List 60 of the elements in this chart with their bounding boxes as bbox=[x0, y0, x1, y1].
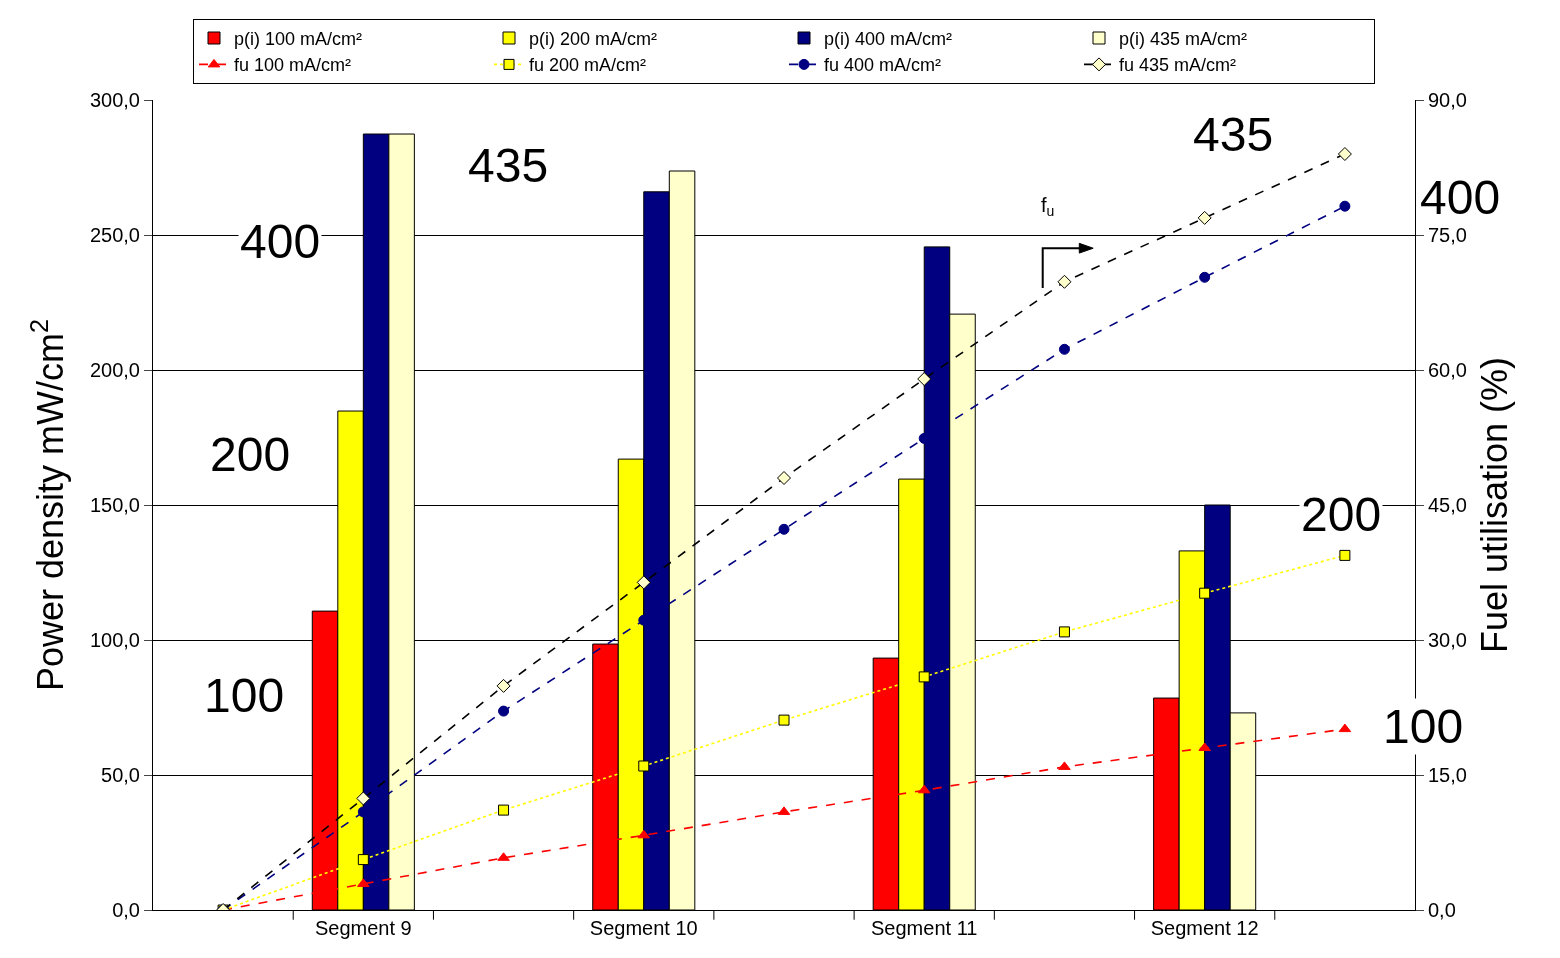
y-tick-label: 0,0 bbox=[112, 899, 140, 921]
y2-tick-label: 0,0 bbox=[1428, 899, 1456, 921]
point bbox=[638, 760, 650, 772]
y2-tick-label: 60,0 bbox=[1428, 359, 1467, 381]
annotation: 100 bbox=[1383, 700, 1464, 753]
y-tick-label: 100,0 bbox=[89, 629, 140, 651]
point bbox=[917, 784, 931, 794]
y2-tick-label: 30,0 bbox=[1428, 629, 1467, 651]
y-tick-label: 150,0 bbox=[89, 494, 140, 516]
annotation: 435 bbox=[468, 139, 549, 192]
annotation: 435 bbox=[1193, 108, 1274, 161]
y-tick-label: 50,0 bbox=[101, 764, 140, 786]
point bbox=[496, 678, 511, 693]
point bbox=[917, 372, 932, 386]
y-tick-label: 300,0 bbox=[89, 89, 140, 111]
annotation: 200 bbox=[210, 428, 291, 481]
point bbox=[1058, 343, 1070, 355]
legend-label: fu 100 mA/cm² bbox=[234, 55, 352, 76]
legend-label: p(i) 200 mA/cm² bbox=[529, 29, 658, 50]
point bbox=[1058, 626, 1070, 638]
y2-axis-title: Fuel utilisation (%) bbox=[1473, 356, 1515, 654]
point bbox=[1338, 723, 1352, 733]
y2-tick-label: 90,0 bbox=[1428, 89, 1467, 111]
point bbox=[357, 854, 369, 866]
point bbox=[356, 791, 371, 806]
legend-label: p(i) 435 mA/cm² bbox=[1119, 29, 1248, 50]
point bbox=[918, 671, 930, 683]
point bbox=[1339, 549, 1351, 561]
point bbox=[1197, 210, 1212, 225]
point bbox=[778, 523, 790, 535]
y2-tick-label: 45,0 bbox=[1428, 494, 1467, 516]
legend-label: p(i) 100 mA/cm² bbox=[234, 29, 363, 50]
point bbox=[636, 575, 651, 590]
point bbox=[498, 804, 510, 816]
text: 400 bbox=[1420, 171, 1501, 224]
y2-tick-label: 75,0 bbox=[1428, 224, 1467, 246]
point bbox=[637, 829, 651, 839]
x-tick-label: Segment 9 bbox=[314, 917, 412, 939]
legend-label: p(i) 400 mA/cm² bbox=[824, 29, 953, 50]
point bbox=[1339, 200, 1351, 212]
x-tick-label: Segment 11 bbox=[871, 917, 978, 939]
x-tick-label: Segment 10 bbox=[589, 917, 698, 939]
annotation: 400 bbox=[240, 215, 321, 268]
legend-label: fu 400 mA/cm² bbox=[824, 55, 942, 76]
point bbox=[1057, 274, 1072, 289]
y-tick-label: 200,0 bbox=[89, 359, 140, 381]
legend-label: fu 200 mA/cm² bbox=[529, 55, 647, 76]
annotation: 200 bbox=[1301, 488, 1382, 541]
point bbox=[778, 714, 790, 726]
point bbox=[498, 705, 510, 717]
point bbox=[777, 471, 791, 485]
point bbox=[1199, 587, 1211, 599]
point bbox=[1337, 147, 1352, 161]
point bbox=[1199, 271, 1211, 283]
y2-tick-label: 15,0 bbox=[1428, 764, 1467, 786]
legend-label: fu 435 mA/cm² bbox=[1119, 55, 1237, 76]
annotation: f$_{u}$ bbox=[1041, 194, 1055, 220]
x-tick-label: Segment 12 bbox=[1150, 917, 1259, 939]
annotation: 100 bbox=[204, 669, 285, 722]
y-tick-label: 250,0 bbox=[89, 224, 140, 246]
